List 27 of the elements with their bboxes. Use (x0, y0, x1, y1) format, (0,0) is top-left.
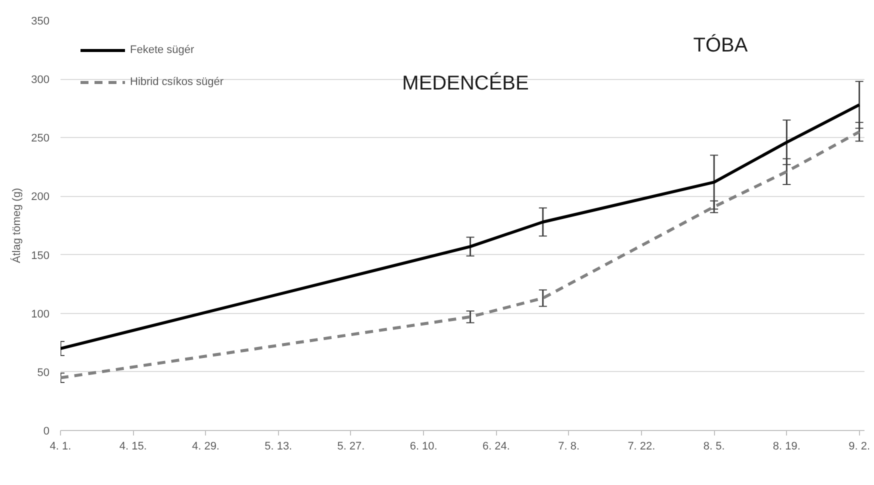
y-tick-label: 150 (31, 250, 50, 262)
x-tick-label: 8. 5. (703, 440, 725, 452)
y-tick-label: 100 (31, 308, 50, 320)
x-tick-label: 5. 13. (264, 440, 292, 452)
annotation: TÓBA (693, 34, 748, 56)
y-tick-label: 50 (37, 366, 50, 379)
x-tick-label: 5. 27. (337, 440, 365, 452)
y-axis-title: Átlag tömeg (g) (10, 188, 24, 264)
x-tick-label: 6. 24. (482, 440, 510, 452)
legend-label: Fekete sügér (130, 44, 194, 56)
x-tick-label: 4. 29. (192, 440, 220, 452)
x-tick-label: 9. 2. (848, 440, 870, 452)
x-tick-label: 4. 1. (50, 440, 72, 452)
x-tick-label: 7. 22. (628, 440, 656, 452)
x-tick-label: 6. 10. (410, 440, 438, 452)
y-tick-label: 200 (31, 191, 50, 204)
line-series (60, 130, 861, 380)
y-tick-label: 350 (31, 16, 50, 28)
y-tick-label: 250 (31, 132, 50, 145)
x-tick-label: 8. 19. (772, 440, 800, 452)
legend-label: Hibrid csíkos sügér (130, 76, 224, 88)
y-tick-label: 300 (31, 74, 50, 86)
y-tick-label: 0 (43, 426, 50, 438)
x-tick-label: 7. 8. (558, 440, 580, 452)
annotation: MEDENCÉBE (402, 72, 529, 94)
x-tick-label: 4. 15. (119, 440, 147, 452)
line-series (60, 103, 861, 350)
